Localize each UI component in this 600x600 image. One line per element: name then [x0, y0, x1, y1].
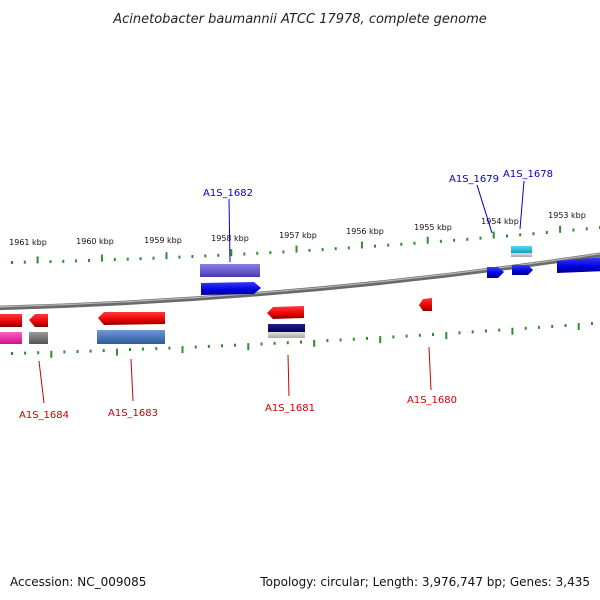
- gene-arrow[interactable]: [557, 257, 600, 273]
- gene-feature[interactable]: [0, 332, 22, 344]
- gene-label[interactable]: A1S_1679: [449, 174, 499, 185]
- gene-label[interactable]: A1S_1680: [407, 395, 457, 406]
- map-title: Acinetobacter baumannii ATCC 17978, comp…: [112, 12, 487, 27]
- scale-label: 1959 kbp: [144, 236, 182, 245]
- gene-label[interactable]: A1S_1682: [203, 188, 253, 199]
- gene-feature[interactable]: [29, 332, 48, 344]
- gene-arrow[interactable]: [98, 312, 165, 325]
- forward-genes: [200, 246, 600, 295]
- gene-feature[interactable]: [97, 330, 165, 344]
- leader-line: [519, 180, 525, 230]
- leader-line: [130, 358, 134, 402]
- gene-arrow[interactable]: [0, 314, 22, 327]
- gene-arrow[interactable]: [267, 306, 304, 319]
- gene-feature[interactable]: [200, 264, 260, 277]
- accession-text: Accession: NC_009085: [10, 575, 146, 589]
- gene-arrow[interactable]: [29, 314, 48, 327]
- gene-label[interactable]: A1S_1681: [265, 403, 315, 414]
- scale-ticks-inner: [11, 322, 593, 358]
- gene-feature[interactable]: [268, 324, 305, 332]
- label-leaders: [38, 180, 525, 404]
- gene-labels: A1S_1682 A1S_1679 A1S_1678 A1S_1684 A1S_…: [19, 169, 553, 421]
- leader-line: [287, 354, 290, 397]
- scale-ticks-outer: [11, 225, 600, 264]
- gene-feature[interactable]: [268, 332, 305, 338]
- scale-label: 1953 kbp: [548, 211, 586, 220]
- leader-line: [428, 346, 432, 391]
- gene-feature[interactable]: [511, 253, 532, 257]
- leader-line: [228, 198, 231, 263]
- scale-label: 1961 kbp: [9, 238, 47, 247]
- gene-arrow[interactable]: [201, 282, 261, 295]
- genome-backbone: [0, 252, 600, 311]
- leader-line: [476, 184, 493, 234]
- gene-feature[interactable]: [511, 246, 532, 253]
- scale-label: 1955 kbp: [414, 223, 452, 232]
- scale-label: 1960 kbp: [76, 237, 114, 246]
- scale-label: 1956 kbp: [346, 227, 384, 236]
- gene-arrow[interactable]: [419, 298, 432, 311]
- gene-arrow[interactable]: [487, 267, 504, 278]
- gene-arrow[interactable]: [512, 265, 533, 275]
- scale-label: 1954 kbp: [481, 217, 519, 226]
- topology-text: Topology: circular; Length: 3,976,747 bp…: [259, 575, 590, 589]
- leader-line: [38, 360, 45, 404]
- scale-labels: 1961 kbp 1960 kbp 1959 kbp 1958 kbp 1957…: [9, 211, 586, 247]
- gene-label[interactable]: A1S_1683: [108, 408, 158, 419]
- gene-label[interactable]: A1S_1684: [19, 410, 69, 421]
- scale-label: 1957 kbp: [279, 231, 317, 240]
- reverse-genes: [0, 298, 432, 344]
- gene-label[interactable]: A1S_1678: [503, 169, 553, 180]
